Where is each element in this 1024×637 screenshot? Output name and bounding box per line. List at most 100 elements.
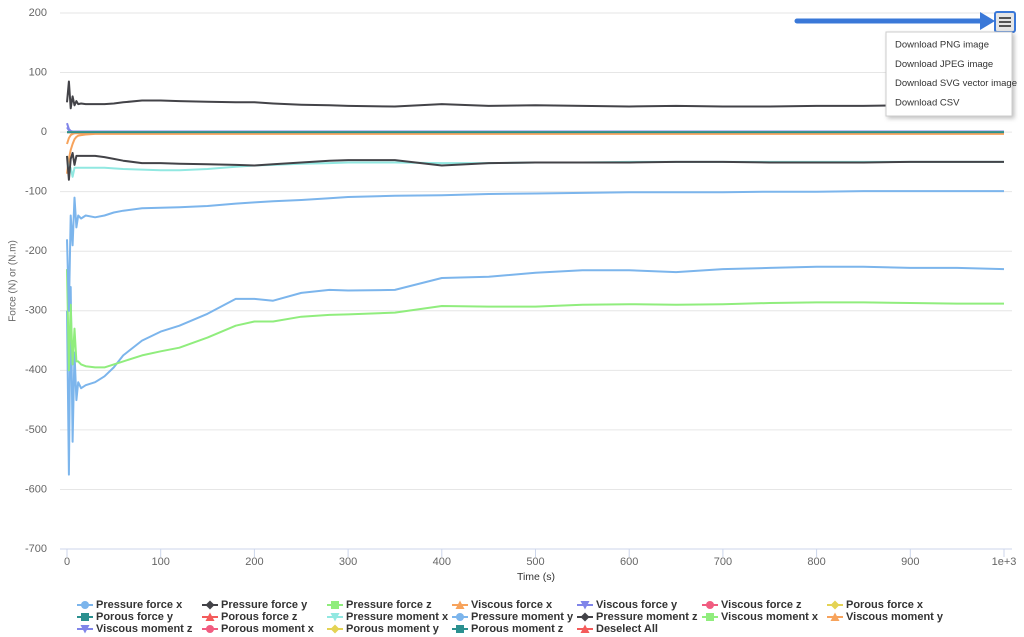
legend-label[interactable]: Porous force z (221, 611, 298, 623)
menu-item[interactable]: Download CSV (895, 97, 960, 108)
legend-item[interactable]: Pressure moment z (577, 611, 698, 623)
legend-item[interactable]: Viscous force y (577, 599, 678, 611)
legend-marker (330, 613, 340, 622)
series-line (66, 155, 1004, 178)
legend-item[interactable]: Pressure force z (327, 599, 432, 611)
x-tick-label: 100 (152, 556, 170, 568)
legend-marker (81, 601, 89, 609)
y-tick-label: -700 (25, 543, 47, 555)
legend-item[interactable]: Pressure force y (202, 599, 308, 611)
y-tick-label: -100 (25, 186, 47, 198)
series-line (66, 265, 1005, 476)
legend-label[interactable]: Viscous force x (471, 599, 553, 611)
legend-label[interactable]: Viscous moment y (846, 611, 944, 623)
legend-marker (456, 613, 464, 621)
export-menu: Download PNG image Download JPEG image Dow… (885, 31, 1017, 117)
legend-item[interactable]: Viscous moment x (702, 611, 819, 623)
legend-item[interactable]: Porous moment z (452, 623, 564, 635)
y-tick-label: -400 (25, 364, 47, 376)
legend-label[interactable]: Viscous force z (721, 599, 802, 611)
legend-marker (330, 624, 340, 634)
legend-label[interactable]: Porous moment z (471, 623, 564, 635)
legend-marker (205, 600, 215, 610)
series-line (66, 269, 1004, 372)
x-tick-label: 600 (620, 556, 638, 568)
legend-marker (830, 612, 840, 621)
x-tick-label: 0 (64, 556, 70, 568)
legend-marker (205, 612, 215, 621)
x-tick-label: 200 (245, 556, 263, 568)
legend-marker (830, 600, 840, 610)
legend-marker (206, 625, 214, 633)
y-tick-label: 100 (29, 66, 47, 78)
legend-marker (456, 625, 464, 633)
legend-item[interactable]: Porous moment x (202, 623, 315, 635)
legend-label[interactable]: Porous force x (846, 599, 924, 611)
legend-label[interactable]: Pressure force y (221, 599, 308, 611)
legend-marker (81, 613, 89, 621)
legend-label[interactable]: Viscous force y (596, 599, 678, 611)
x-tick-label: 300 (339, 556, 357, 568)
series-line (66, 132, 1004, 174)
legend-item[interactable]: Pressure moment x (327, 611, 449, 623)
legend-item[interactable]: Porous force y (77, 611, 174, 623)
legend-marker (580, 601, 590, 610)
legend-item[interactable]: Viscous force z (702, 599, 802, 611)
legend-label[interactable]: Deselect All (596, 623, 658, 635)
series-line (66, 190, 1004, 312)
legend-item[interactable]: Viscous moment y (827, 611, 944, 623)
y-tick-label: -200 (25, 245, 47, 257)
legend-label[interactable]: Pressure moment y (471, 611, 574, 623)
x-tick-label: 900 (901, 556, 919, 568)
x-tick-label: 500 (526, 556, 544, 568)
legend-label[interactable]: Porous moment y (346, 623, 440, 635)
legend-marker (706, 613, 714, 621)
series-line (66, 152, 1004, 181)
legend-marker (580, 612, 590, 622)
legend-label[interactable]: Viscous moment z (96, 623, 193, 635)
legend-label[interactable]: Viscous moment x (721, 611, 819, 623)
menu-button[interactable] (994, 11, 1016, 33)
legend-item[interactable]: Porous force x (827, 599, 924, 611)
x-axis-label: Time (s) (517, 571, 555, 583)
menu-item[interactable]: Download SVG vector image (895, 78, 1017, 89)
legend-item[interactable]: Porous force z (202, 611, 298, 623)
series-line (66, 122, 1004, 133)
legend-item[interactable]: Pressure moment y (452, 611, 574, 623)
legend-marker (580, 624, 590, 633)
legend-label[interactable]: Pressure force z (346, 599, 432, 611)
y-tick-label: 0 (41, 126, 47, 138)
y-tick-label: -300 (25, 305, 47, 317)
legend-label[interactable]: Pressure moment x (346, 611, 449, 623)
legend-marker (80, 625, 90, 634)
legend-marker (455, 600, 465, 609)
series-line (66, 132, 1004, 145)
legend-item[interactable]: Deselect All (577, 623, 658, 635)
legend-label[interactable]: Pressure force x (96, 599, 183, 611)
x-tick-label: 700 (714, 556, 732, 568)
menu-item[interactable]: Download JPEG image (895, 59, 993, 70)
menu-box (885, 31, 1013, 117)
legend-label[interactable]: Porous force y (96, 611, 174, 623)
legend-label[interactable]: Porous moment x (221, 623, 315, 635)
y-tick-label: -600 (25, 483, 47, 495)
plot-lines (66, 80, 1005, 476)
menu-item[interactable]: Download PNG image (895, 40, 989, 51)
annotation-arrow (794, 12, 995, 30)
x-tick-label: 1e+3 (992, 556, 1017, 568)
arrow-head (980, 12, 995, 30)
y-tick-label: 200 (29, 7, 47, 19)
legend-item[interactable]: Viscous moment z (77, 623, 193, 635)
legend-label[interactable]: Pressure moment z (596, 611, 698, 623)
series-line (66, 126, 1004, 133)
legend-item[interactable]: Viscous force x (452, 599, 553, 611)
series-line (66, 80, 1004, 110)
legend-item[interactable]: Porous moment y (327, 623, 440, 635)
legend-marker (706, 601, 714, 609)
x-tick-label: 400 (433, 556, 451, 568)
x-tick-label: 800 (807, 556, 825, 568)
legend-marker (331, 601, 339, 609)
legend-item[interactable]: Pressure force x (77, 599, 183, 611)
